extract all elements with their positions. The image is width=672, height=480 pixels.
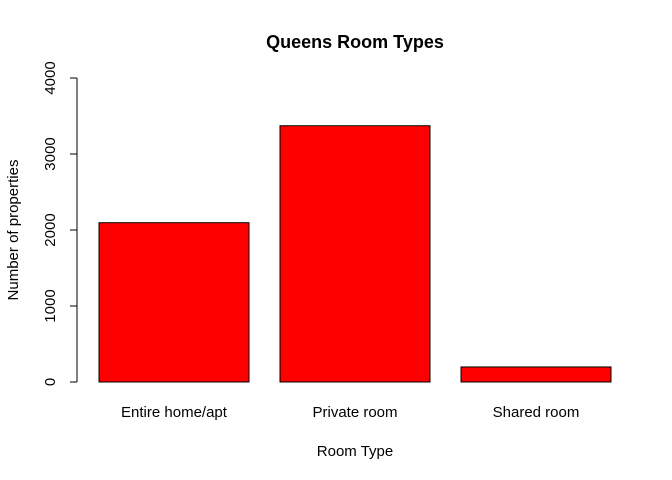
y-tick-label: 0 <box>42 378 59 386</box>
x-axis-label: Room Type <box>317 443 393 460</box>
bar <box>279 125 431 383</box>
x-tick-label: Private room <box>312 404 397 421</box>
y-tick-label: 3000 <box>42 137 59 170</box>
bar <box>460 366 612 383</box>
bars <box>98 125 612 383</box>
x-tick-label: Shared room <box>493 404 580 421</box>
y-axis-label: Number of properties <box>5 160 22 301</box>
y-tick-label: 1000 <box>42 289 59 322</box>
y-tick-label: 4000 <box>42 61 59 94</box>
bar <box>98 222 250 383</box>
y-axis-ticks: 0 1000 2000 3000 4000 <box>42 61 77 386</box>
y-axis: 0 1000 2000 3000 4000 <box>42 61 78 386</box>
y-tick-label: 2000 <box>42 213 59 246</box>
x-tick-label: Entire home/apt <box>121 404 228 421</box>
x-axis-ticks: Entire home/apt Private room Shared room <box>121 404 579 421</box>
chart-title: Queens Room Types <box>266 32 444 52</box>
